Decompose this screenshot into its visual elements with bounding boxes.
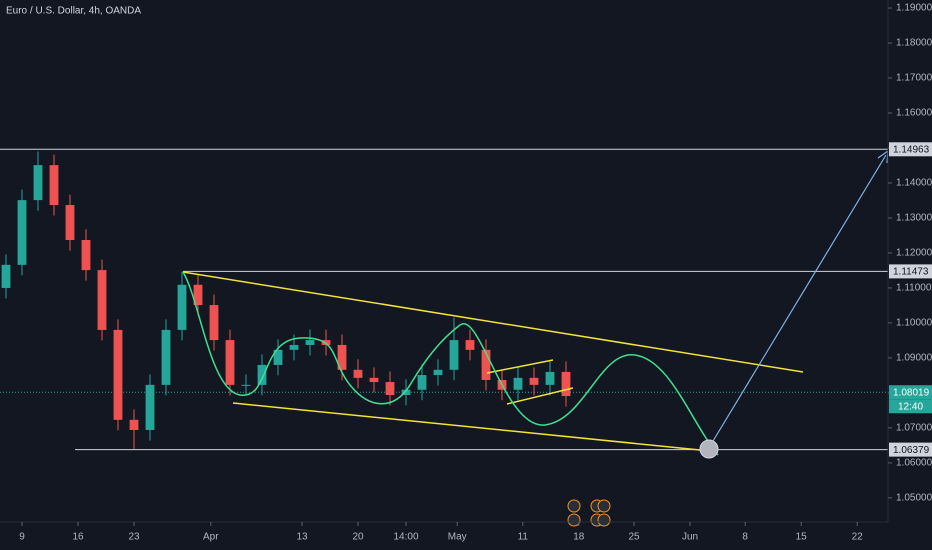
x-tick-label: 9 [19, 532, 25, 543]
candle-body [177, 284, 187, 330]
candle-body [209, 305, 219, 341]
trend-line [232, 402, 701, 451]
price-label: 1.14963 [893, 144, 930, 155]
x-tick-label: 13 [296, 532, 308, 543]
countdown-box [889, 399, 932, 414]
candle-body [417, 375, 427, 390]
x-tick-label: 14:00 [393, 532, 418, 543]
x-tick-label: 18 [573, 532, 585, 543]
drawings [182, 149, 889, 459]
candle-body [305, 340, 315, 345]
y-tick-label: 1.16000 [896, 108, 932, 119]
y-tick-label: 1.19000 [896, 3, 932, 14]
price-label: 1.11473 [893, 267, 929, 278]
candle-body [321, 340, 331, 345]
candle-body [561, 371, 571, 397]
candle-body [1, 264, 11, 288]
countdown: 12:40 [898, 401, 923, 412]
candle-body [465, 340, 475, 350]
x-tick-label: Jun [682, 532, 698, 543]
x-tick-label: 11 [518, 532, 529, 543]
projection-curve [182, 271, 719, 456]
candle-body [401, 389, 411, 395]
candle-body [289, 344, 299, 350]
y-tick-label: 1.10000 [896, 318, 932, 329]
candle-body [49, 165, 59, 206]
x-tick-label: 23 [128, 532, 140, 543]
candle-body [529, 377, 539, 385]
price-label: 1.06379 [893, 445, 930, 456]
x-tick-label: 16 [72, 532, 84, 543]
event-icons [567, 499, 611, 527]
candle-body [545, 371, 555, 385]
x-tick-label: 20 [352, 532, 364, 543]
y-tick-label: 1.12000 [896, 248, 932, 259]
candle-body [17, 200, 27, 265]
x-tick-label: 8 [742, 532, 748, 543]
target-point [699, 439, 719, 459]
price-label-box [889, 142, 932, 157]
y-tick-label: 1.07000 [896, 423, 932, 434]
price-label-box [889, 264, 932, 279]
trend-line [182, 271, 804, 373]
candle-body [161, 329, 171, 385]
candle-body [113, 329, 123, 420]
candle-body [369, 377, 379, 383]
candle-body [337, 344, 347, 370]
candle-body [481, 349, 491, 380]
candle-body [193, 284, 203, 306]
x-tick-label: 15 [796, 532, 808, 543]
y-tick-label: 1.05000 [896, 492, 932, 503]
y-tick-label: 1.09000 [896, 353, 932, 364]
chart-title: Euro / U.S. Dollar, 4h, OANDA [6, 6, 141, 17]
price-label-box [889, 385, 932, 400]
price-label: 1.08019 [893, 387, 930, 398]
candle-body [385, 382, 395, 395]
candle-body [273, 349, 283, 365]
candle-body [145, 384, 155, 430]
y-tick-label: 1.13000 [896, 213, 932, 224]
y-tick-label: 1.11000 [896, 283, 932, 294]
trend-line [486, 359, 554, 374]
candle-body [433, 369, 443, 376]
y-tick-label: 1.17000 [896, 73, 932, 84]
candle-body [225, 340, 235, 385]
price-label-box [889, 442, 932, 457]
candle-body [65, 205, 75, 241]
y-tick-label: 1.06000 [896, 458, 932, 469]
target-arrow [709, 154, 887, 447]
x-tick-label: 22 [852, 532, 864, 543]
candle-body [513, 377, 523, 390]
candle-body [449, 340, 459, 370]
candle-body [353, 369, 363, 378]
y-tick-label: 1.18000 [896, 38, 932, 49]
y-tick-label: 1.14000 [896, 178, 932, 189]
candle-body [257, 364, 267, 385]
x-tick-label: May [448, 532, 467, 543]
candle-body [241, 384, 251, 386]
x-tick-label: 25 [628, 532, 640, 543]
candle-body [33, 165, 43, 201]
candle-body [129, 419, 139, 430]
candle-body [97, 270, 107, 330]
x-tick-label: Apr [203, 532, 219, 543]
trend-line [506, 387, 574, 405]
candle-body [81, 240, 91, 271]
